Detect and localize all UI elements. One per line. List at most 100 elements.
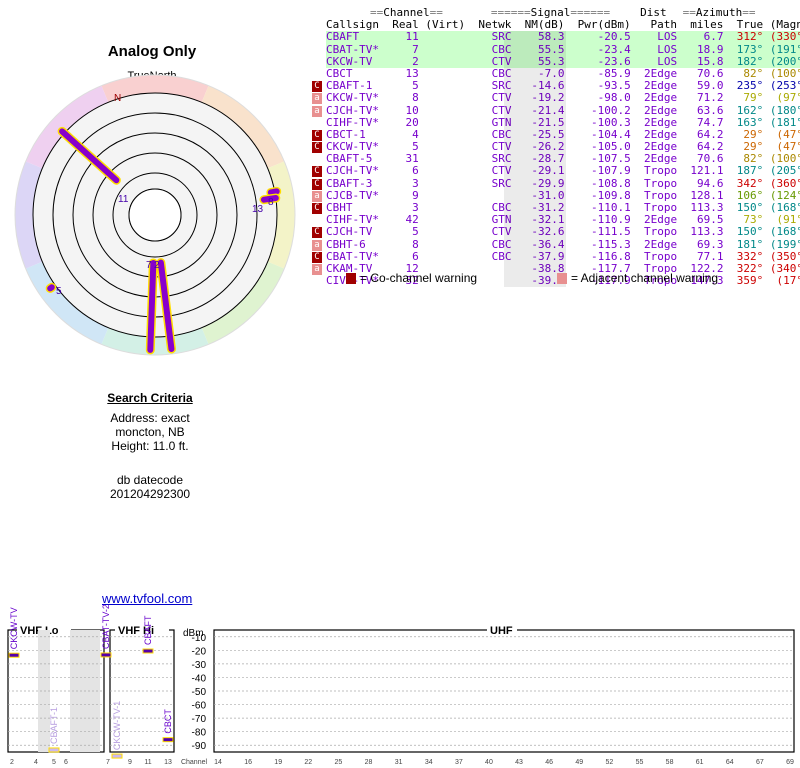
table-row: CBAT-TV* 7 CBC 55.5 -23.4 LOS 18.9 173° … (326, 42, 800, 56)
channel-cell: 5 (412, 225, 419, 239)
table-row: CKCW-TV 2 CTV 55.3 -23.6 LOS 15.8 182° (… (326, 54, 800, 68)
channel-cell: 3 (412, 176, 419, 190)
path-cell: LOS (657, 54, 678, 68)
x-tick-label: 67 (756, 759, 764, 766)
path-cell: Tropo (643, 261, 678, 275)
true-azimuth-cell: 29° (743, 127, 764, 141)
radar-ring (112, 172, 198, 258)
callsign-cell: CJCH-TV* (326, 164, 386, 178)
nm-cell: -37.9 (531, 249, 565, 263)
magnetic-azimuth-cell: (168°) (769, 225, 800, 239)
network-cell: SRC (491, 79, 512, 93)
tvfool-link[interactable]: www.tvfool.com (102, 591, 193, 606)
power-cell: -116.8 (590, 249, 631, 263)
x-tick-label: 61 (696, 759, 704, 766)
true-azimuth-cell: 73° (743, 213, 764, 227)
magnetic-azimuth-cell: (124°) (769, 188, 800, 202)
nm-cell: -31.0 (531, 188, 565, 202)
channel-cell: 4 (412, 127, 419, 141)
power-cell: -107.9 (590, 164, 631, 178)
co-channel-warning-icon: C (312, 81, 322, 93)
magnetic-azimuth-cell: (47°) (776, 127, 800, 141)
nm-cell: -29.1 (531, 164, 565, 178)
path-cell: 2Edge (643, 91, 678, 105)
network-cell: CBC (491, 42, 512, 56)
station-label: CKCW-TV-1 (112, 701, 122, 750)
callsign-cell: CBCT-1 (326, 127, 386, 141)
x-tick-label: 9 (128, 759, 132, 766)
y-tick-label: -10 (192, 633, 207, 644)
nm-cell: -26.2 (531, 140, 565, 154)
magnetic-azimuth-cell: (340°) (769, 261, 800, 275)
channel-cell: 3 (412, 201, 419, 215)
true-azimuth-cell: 150° (736, 225, 764, 239)
co-channel-warning-icon: C (312, 129, 322, 141)
nm-cell: -32.6 (531, 225, 565, 239)
magnetic-azimuth-cell: (205°) (769, 164, 800, 178)
network-cell: CBC (491, 66, 512, 80)
x-tick-label: 11 (144, 759, 151, 766)
magnetic-azimuth-cell: (360°) (769, 176, 800, 190)
network-cell: GTN (491, 213, 512, 227)
x-tick-label: 4 (34, 759, 38, 766)
nm-cell: 55.5 (537, 42, 565, 56)
nm-cell: 58.3 (537, 30, 565, 44)
x-tick-label: 13 (164, 759, 172, 766)
signal-group-label: ======Signal====== (490, 6, 611, 19)
path-cell: 2Edge (643, 213, 678, 227)
table-row: a CKAM-TV 12 -38.8 -117.7 Tropo 122.2 322… (312, 261, 800, 276)
nm-cell: -19.2 (531, 91, 565, 105)
y-tick-label: -90 (192, 741, 207, 752)
miles-cell: 6.7 (703, 30, 724, 44)
power-cell: -109.8 (590, 188, 631, 202)
y-tick-label: -40 (192, 673, 207, 684)
miles-cell: 69.5 (696, 213, 724, 227)
co-channel-warning-icon: C (312, 227, 322, 239)
table-row: C CJCH-TV* 6 CTV -29.1 -107.9 Tropo 121.1… (312, 164, 800, 178)
signal-ray (267, 188, 280, 196)
station-label: CBAFT-1 (49, 707, 59, 744)
power-cell: -117.7 (590, 261, 631, 275)
callsign-cell: CIHF-TV* (326, 213, 386, 227)
channel-cell: 12 (405, 261, 419, 275)
channel-group-label: ==Channel== (370, 6, 443, 19)
miles-cell: 59.0 (696, 79, 724, 93)
true-azimuth-cell: 82° (743, 66, 764, 80)
true-azimuth-cell: 29° (743, 140, 764, 154)
adjacent-channel-warning-icon: a (312, 190, 322, 202)
channel-cell: 8 (412, 237, 419, 251)
adjacent-channel-swatch (557, 273, 567, 285)
magnetic-azimuth-cell: (200°) (769, 54, 800, 68)
nm-cell: -28.7 (531, 152, 565, 166)
path-cell: Tropo (643, 201, 678, 215)
miles-cell: 147.3 (690, 274, 724, 288)
channel-cell: 13 (405, 66, 419, 80)
channel-cell: 2 (412, 54, 419, 68)
magnetic-azimuth-cell: (97°) (776, 91, 800, 105)
station-marker (100, 652, 112, 658)
search-criteria-panel: Search Criteria Address: exact moncton, … (50, 391, 250, 501)
path-cell: 2Edge (643, 237, 678, 251)
nm-cell: -29.9 (531, 176, 565, 190)
power-cell: -110.1 (590, 201, 631, 215)
power-cell: -104.4 (590, 127, 631, 141)
channel-cell: 20 (405, 115, 419, 129)
table-row: CIHF-TV* 42 GTN -32.1 -110.9 2Edge 69.5 … (326, 213, 800, 227)
x-tick-label: 31 (395, 759, 403, 766)
station-label: CBAFT (143, 615, 153, 645)
true-azimuth-cell: 312° (736, 30, 764, 44)
true-azimuth-cell: 173° (736, 42, 764, 56)
station-marker (162, 737, 174, 743)
true-azimuth-cell: 163° (736, 115, 764, 129)
co-channel-warning-icon: C (312, 166, 322, 178)
path-cell: 2Edge (643, 140, 678, 154)
callsign-cell: CIHF-TV* (326, 115, 386, 129)
signal-ray (260, 195, 279, 203)
true-azimuth-cell: 235° (736, 79, 764, 93)
x-tick-label: 64 (726, 759, 734, 766)
station-label: CBAT-TV-2 (101, 604, 111, 649)
callsign-cell: CKCW-TV (326, 54, 386, 68)
network-cell: SRC (491, 30, 512, 44)
address-line: Address: exact (110, 411, 190, 425)
